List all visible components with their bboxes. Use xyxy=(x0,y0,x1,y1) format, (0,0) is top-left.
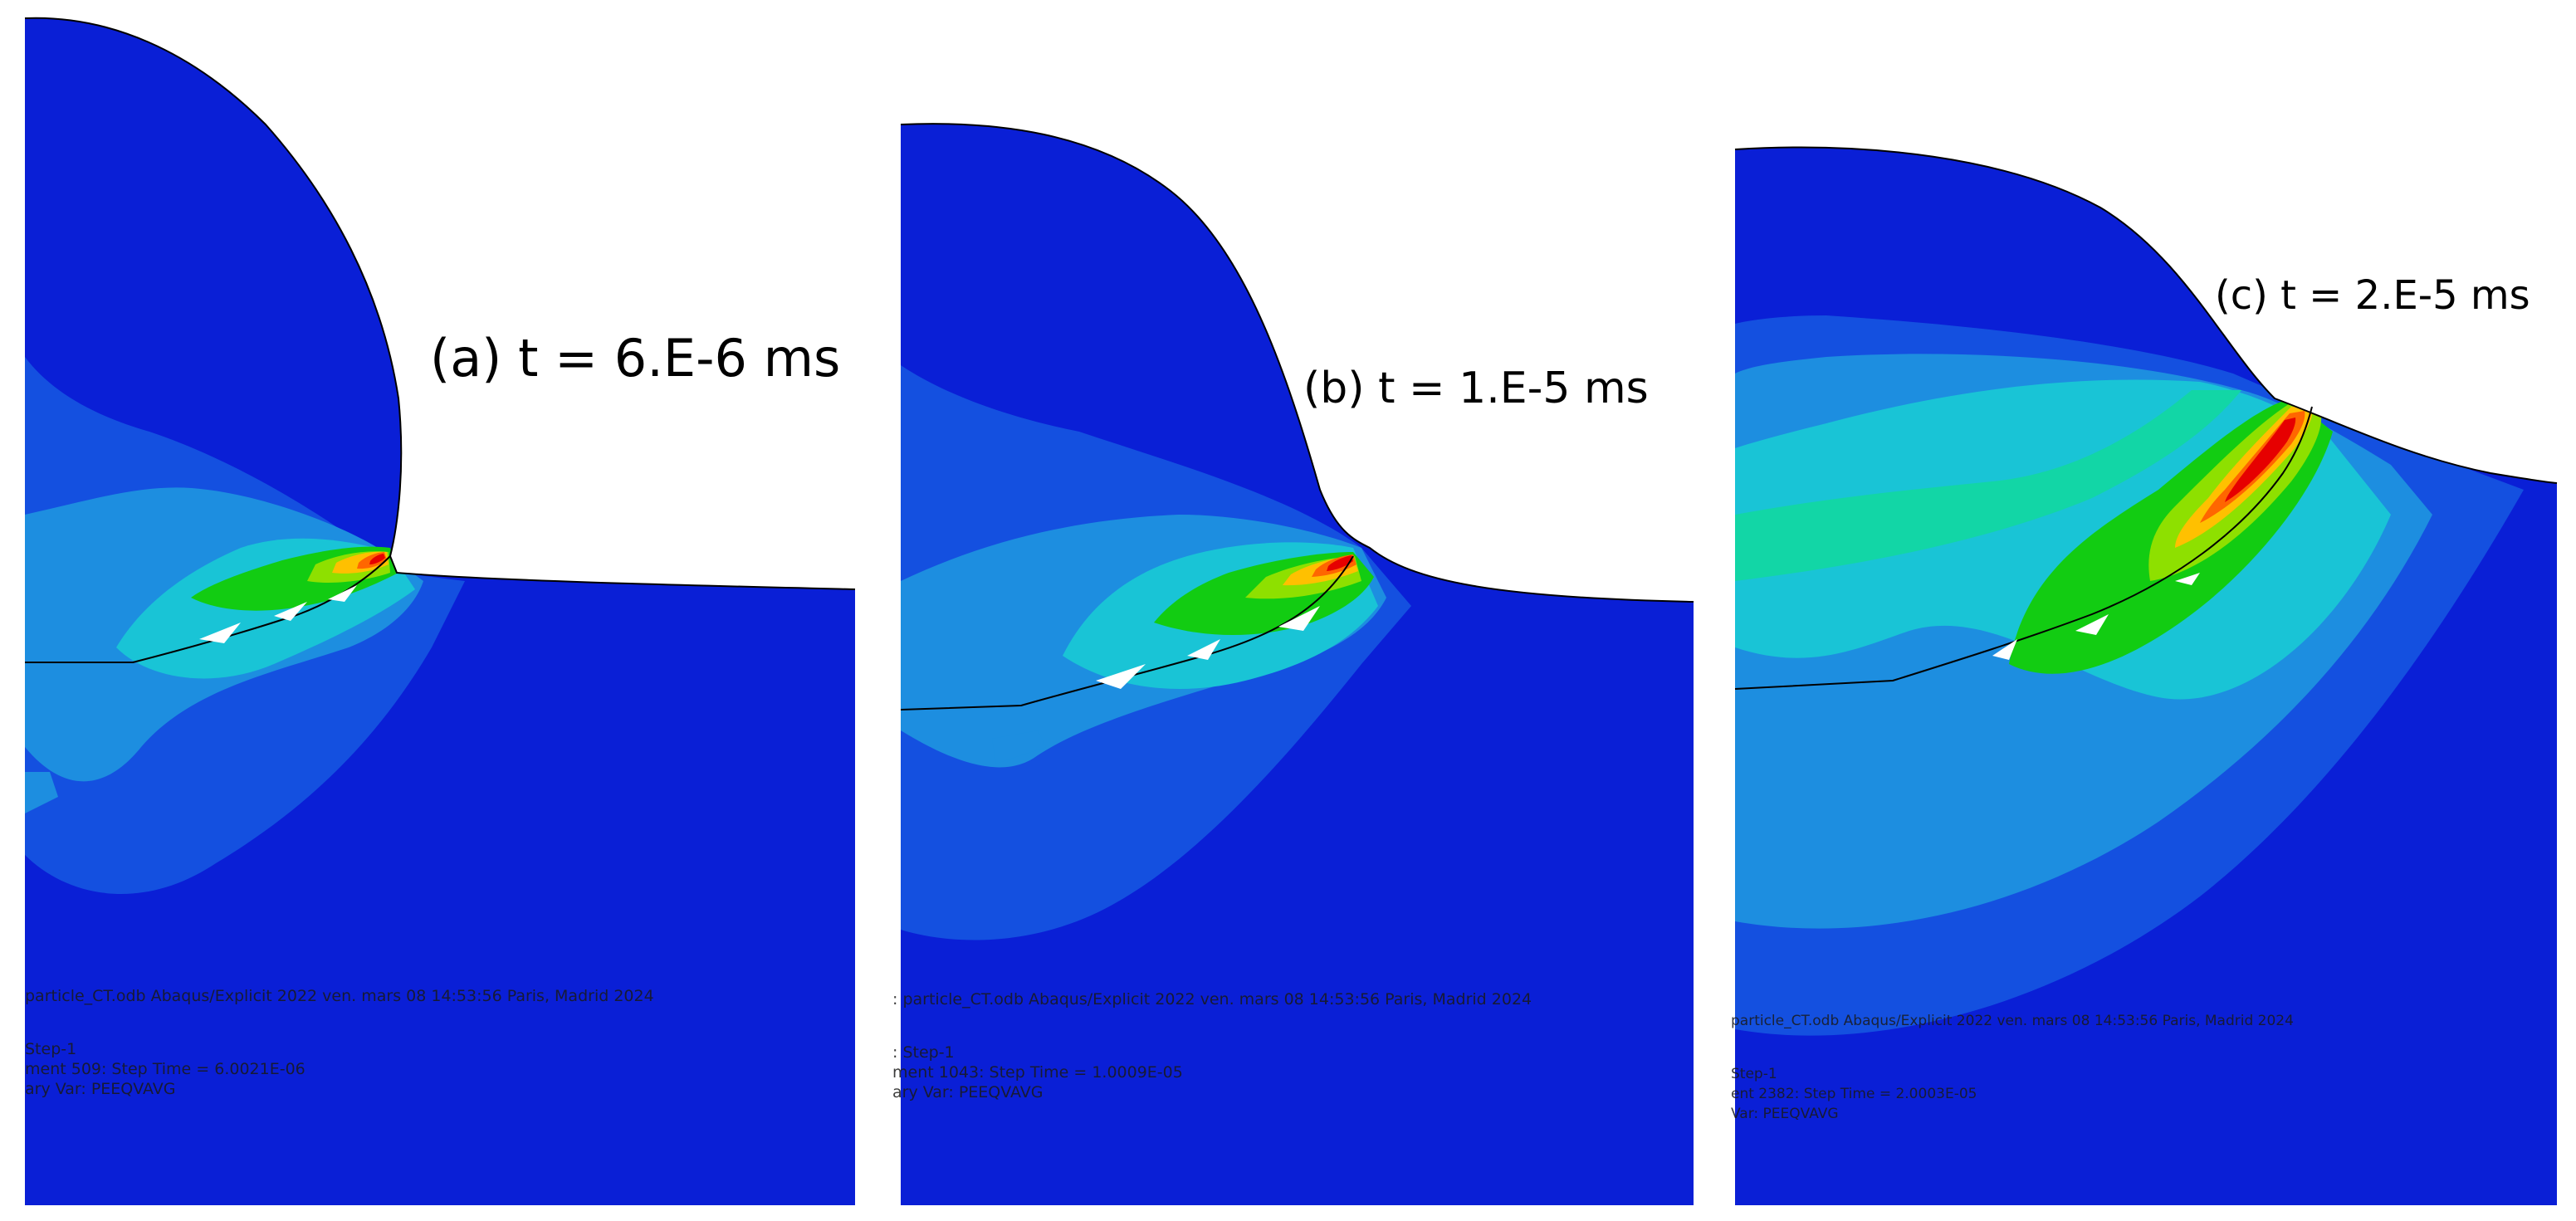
increment-line-a: ment 509: Step Time = 6.0021E-06 xyxy=(25,1060,306,1078)
var-line-a: ary Var: PEEQVAVG xyxy=(25,1080,176,1098)
info-block-a: particle_CT.odb Abaqus/Explicit 2022 ven… xyxy=(25,986,654,1099)
info-block-c: particle_CT.odb Abaqus/Explicit 2022 ven… xyxy=(1731,1011,2294,1124)
caption-b: (b) t = 1.E-5 ms xyxy=(1303,364,1649,413)
increment-line-c: ent 2382: Step Time = 2.0003E-05 xyxy=(1731,1086,1977,1102)
var-line-b: ary Var: PEEQVAVG xyxy=(892,1083,1044,1101)
step-line-c: Step-1 xyxy=(1731,1066,1777,1082)
odb-line-b: : particle_CT.odb Abaqus/Explicit 2022 v… xyxy=(892,990,1532,1009)
step-line-b: : Step-1 xyxy=(892,1043,955,1062)
increment-line-b: ment 1043: Step Time = 1.0009E-05 xyxy=(892,1063,1183,1082)
odb-line-a: particle_CT.odb Abaqus/Explicit 2022 ven… xyxy=(25,987,654,1005)
caption-a: (a) t = 6.E-6 ms xyxy=(430,328,841,388)
step-line-a: Step-1 xyxy=(25,1040,77,1058)
info-block-b: : particle_CT.odb Abaqus/Explicit 2022 v… xyxy=(892,989,1532,1102)
caption-c: (c) t = 2.E-5 ms xyxy=(2215,272,2530,319)
var-line-c: Var: PEEQVAVG xyxy=(1731,1106,1839,1122)
odb-line-c: particle_CT.odb Abaqus/Explicit 2022 ven… xyxy=(1731,1013,2294,1029)
